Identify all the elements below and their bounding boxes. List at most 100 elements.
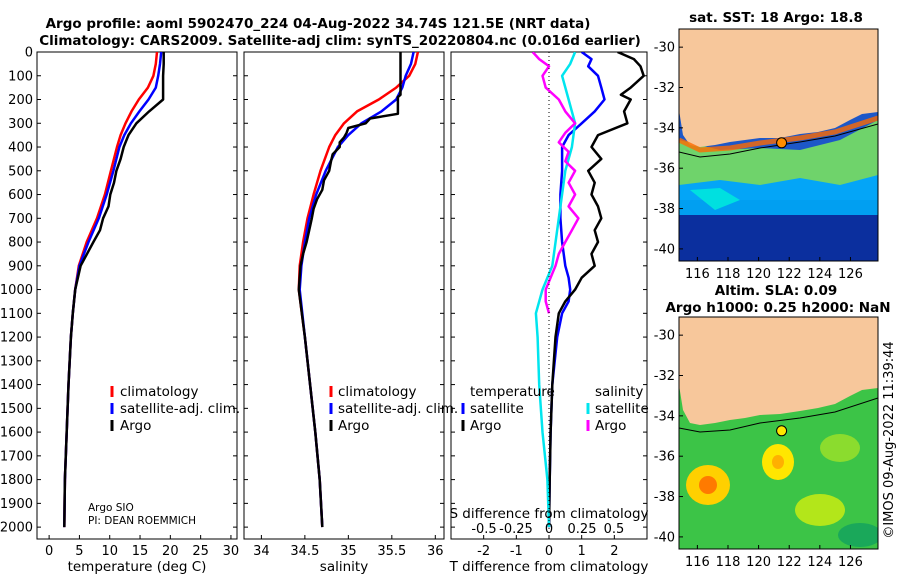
sst-field-cold — [679, 200, 878, 261]
sla-map — [679, 317, 878, 549]
x-tick-label: 35.5 — [377, 544, 406, 559]
legend-label-argo: Argo — [338, 418, 369, 434]
x-tick-label: 2 — [610, 544, 618, 559]
sst-map-frame — [678, 28, 879, 262]
y-tick-label: 1500 — [0, 402, 33, 417]
argo-position-marker — [776, 425, 788, 437]
map-y-tick-label: -32 — [654, 81, 675, 96]
sla-map-title: Altim. SLA: 0.09 — [715, 283, 837, 299]
figure-title-line1: Argo profile: aoml 5902470_224 04-Aug-20… — [46, 16, 591, 32]
map-x-tick-label: 116 — [685, 267, 710, 282]
s-tick-label: 0 — [545, 522, 553, 537]
figure-title-line2: Climatology: CARS2009. Satellite-adj cli… — [39, 33, 641, 49]
sla-map-land — [679, 317, 878, 425]
sla-eddy-high-4 — [820, 434, 860, 462]
argo-position-marker — [776, 137, 788, 149]
map-y-tick-label: -32 — [654, 369, 675, 384]
legend-label-t-argo: Argo — [470, 418, 501, 434]
imos-watermark: ©IMOS 09-Aug-2022 11:39:44 — [882, 341, 897, 538]
y-tick-label: 1200 — [0, 331, 33, 346]
legend-label-s-argo: Argo — [595, 418, 626, 434]
sla-map-frame — [678, 316, 879, 550]
map-y-tick-label: -34 — [654, 121, 675, 136]
x-tick-label: 34 — [253, 544, 270, 559]
y-tick-label: 1100 — [0, 307, 33, 322]
temperature-panel — [36, 51, 238, 540]
legend-label-climatology: climatology — [338, 384, 416, 400]
series-line-argo — [297, 52, 402, 528]
map-y-tick-label: -30 — [654, 41, 675, 56]
y-tick-label: 100 — [8, 69, 33, 84]
x-tick-label: 0 — [545, 544, 553, 559]
y-tick-label: 1900 — [0, 497, 33, 512]
map-y-tick-label: -38 — [654, 202, 675, 217]
map-y-tick-label: -38 — [654, 490, 675, 505]
sst-map-axes: 116 118 120 122 124 126 -30 -32 -34 -36 -38 -40 — [654, 41, 863, 282]
map-x-tick-label: 124 — [807, 555, 832, 570]
series-line-t-argo — [547, 52, 645, 528]
map-y-tick-label: -30 — [654, 329, 675, 344]
y-tick-label: 1300 — [0, 354, 33, 369]
map-x-tick-label: 120 — [746, 555, 771, 570]
legend-title-temperature: temperature — [470, 384, 555, 400]
series-line-s-satellite — [534, 52, 577, 528]
legend-label-s-satellite: satellite — [595, 401, 649, 417]
sla-eddy-core-2 — [772, 455, 784, 469]
legend-label-argo: Argo — [120, 418, 151, 434]
legend-label-satellite: satellite-adj. clim. — [120, 401, 240, 417]
map-x-tick-label: 116 — [685, 555, 710, 570]
legend-label-satellite: satellite-adj. clim. — [338, 401, 458, 417]
y-tick-label: 500 — [8, 164, 33, 179]
y-tick-label: 200 — [8, 93, 33, 108]
y-tick-label: 700 — [8, 212, 33, 227]
x-tick-label: 0 — [45, 544, 53, 559]
salinity-axes: 34 34.5 35 35.5 36 — [244, 51, 444, 559]
map-x-tick-label: 118 — [716, 555, 741, 570]
difference-axes: -2 -1 0 1 2 -0.5 -0.25 0 0.25 0.5 — [451, 51, 647, 559]
difference-xlabel: T difference from climatology — [449, 559, 649, 575]
sla-eddy-high-3 — [795, 494, 845, 526]
sst-depth-contour — [679, 123, 878, 158]
map-y-tick-label: -40 — [654, 242, 675, 257]
map-y-tick-label: -36 — [654, 450, 675, 465]
x-tick-label: -1 — [510, 544, 523, 559]
map-x-tick-label: 122 — [777, 555, 802, 570]
difference-lines — [531, 52, 645, 528]
map-x-tick-label: 120 — [746, 267, 771, 282]
y-tick-label: 300 — [8, 117, 33, 132]
x-tick-label: 30 — [223, 544, 240, 559]
legend-label-t-satellite: satellite — [470, 401, 524, 417]
x-tick-label: 1 — [578, 544, 586, 559]
salinity-panel — [243, 51, 445, 540]
map-x-tick-label: 118 — [716, 267, 741, 282]
map-y-tick-label: -34 — [654, 409, 675, 424]
salinity-xlabel: salinity — [320, 559, 368, 575]
y-tick-label: 900 — [8, 259, 33, 274]
sst-map-land — [679, 29, 878, 147]
sst-field-eddy — [690, 188, 740, 210]
sst-field-warm — [679, 120, 878, 185]
y-tick-label: 600 — [8, 188, 33, 203]
pi-label: PI: DEAN ROEMMICH — [88, 515, 196, 527]
y-tick-label: 2000 — [0, 521, 33, 536]
y-tick-label: 1600 — [0, 426, 33, 441]
y-tick-label: 1700 — [0, 449, 33, 464]
map-y-tick-label: -40 — [654, 530, 675, 545]
y-tick-label: 1800 — [0, 473, 33, 488]
sla-eddy-core-1 — [699, 476, 717, 494]
y-tick-label: 1400 — [0, 378, 33, 393]
sla-eddy-low — [838, 523, 878, 547]
argo-source-label: Argo SIO — [88, 502, 134, 514]
x-tick-label: 36 — [427, 544, 444, 559]
y-tick-label: 1000 — [0, 283, 33, 298]
difference-legend: temperature salinity satellite Argo sate… — [461, 384, 649, 434]
sst-map-title: sat. SST: 18 Argo: 18.8 — [689, 10, 863, 26]
s-tick-label: -0.25 — [499, 522, 533, 537]
s-tick-label: 0.25 — [568, 522, 597, 537]
x-tick-label: 20 — [162, 544, 179, 559]
map-x-tick-label: 126 — [838, 555, 863, 570]
x-tick-label: -2 — [477, 544, 490, 559]
map-x-tick-label: 124 — [807, 267, 832, 282]
temperature-xlabel: temperature (deg C) — [68, 559, 207, 575]
